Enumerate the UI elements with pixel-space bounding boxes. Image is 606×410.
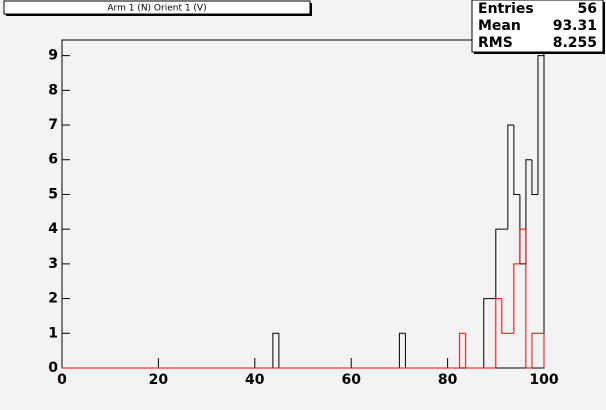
- stats-value: 93.31: [553, 18, 597, 34]
- histogram-step: [519, 228, 526, 264]
- x-tick-label: 80: [438, 372, 458, 388]
- stats-label: RMS: [478, 35, 513, 51]
- histogram-step: [495, 298, 502, 368]
- histogram-step: [513, 125, 520, 195]
- histogram-step: [495, 228, 502, 299]
- histogram-step: [398, 332, 406, 368]
- y-tick-label: 8: [48, 82, 58, 98]
- x-tick-label: 60: [341, 372, 361, 388]
- stats-value: 56: [578, 1, 597, 17]
- histogram-step: [459, 332, 466, 368]
- x-tick-label: 40: [245, 372, 265, 388]
- histogram-step: [525, 229, 532, 369]
- y-tick-label: 4: [48, 221, 58, 237]
- y-tick-label: 1: [48, 325, 58, 341]
- histogram-step: [507, 124, 514, 230]
- histogram-step: [501, 298, 508, 334]
- y-tick-label: 2: [48, 291, 58, 307]
- y-tick-label: 0: [48, 360, 58, 376]
- y-tick-label: 5: [48, 186, 58, 202]
- x-tick-label: 100: [529, 372, 558, 388]
- y-tick-label: 9: [48, 48, 58, 64]
- stats-value: 8.255: [553, 35, 597, 51]
- histogram-step: [483, 298, 490, 368]
- stats-label: Mean: [478, 18, 521, 34]
- x-tick-label: 20: [149, 372, 169, 388]
- histogram-step: [465, 333, 472, 369]
- x-tick-label: 0: [57, 372, 67, 388]
- title-box: [3, 0, 311, 15]
- histogram-step: [537, 55, 544, 195]
- y-tick-label: 3: [48, 256, 58, 272]
- stats-label: Entries: [478, 1, 534, 17]
- chart-title: Arm 1 (N) Orient 1 (V): [107, 4, 206, 14]
- histogram-step: [272, 332, 279, 368]
- histogram-step: [513, 263, 520, 334]
- histogram-step: [531, 159, 538, 195]
- stats-box: [471, 0, 604, 53]
- histogram-step: [531, 332, 538, 368]
- y-tick-label: 7: [48, 117, 58, 133]
- y-tick-label: 6: [48, 152, 58, 168]
